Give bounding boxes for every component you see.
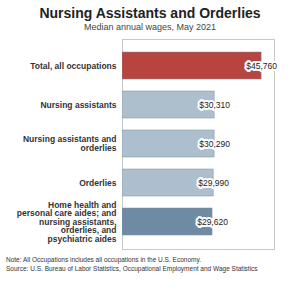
svg-text:Nursing assistants andorderlie: Nursing assistants andorderlies	[23, 134, 117, 153]
svg-text:$45,760: $45,760	[246, 61, 277, 71]
svg-text:Nursing assistants: Nursing assistants	[40, 100, 116, 110]
svg-text:Orderlies: Orderlies	[79, 178, 117, 188]
html-text:Note: All Occupations includes: Note: All Occupations includes all occup…	[6, 256, 201, 263]
svg-text:Total, all occupations: Total, all occupations	[30, 61, 117, 71]
svg-text:$29,620: $29,620	[197, 217, 228, 227]
svg-text:Home health andpersonal care a: Home health andpersonal care aides; andn…	[17, 200, 117, 244]
html-text:Nursing Assistants and Orderli: Nursing Assistants and Orderlies	[39, 5, 261, 21]
svg-text:$30,310: $30,310	[199, 100, 230, 110]
html-text:Source: U.S. Bureau of Labor S: Source: U.S. Bureau of Labor Statistics,…	[6, 265, 258, 272]
svg-text:$29,990: $29,990	[198, 178, 229, 188]
html-text:Median annual wages, May 2021: Median annual wages, May 2021	[84, 22, 216, 32]
svg-text:$30,290: $30,290	[199, 139, 230, 149]
